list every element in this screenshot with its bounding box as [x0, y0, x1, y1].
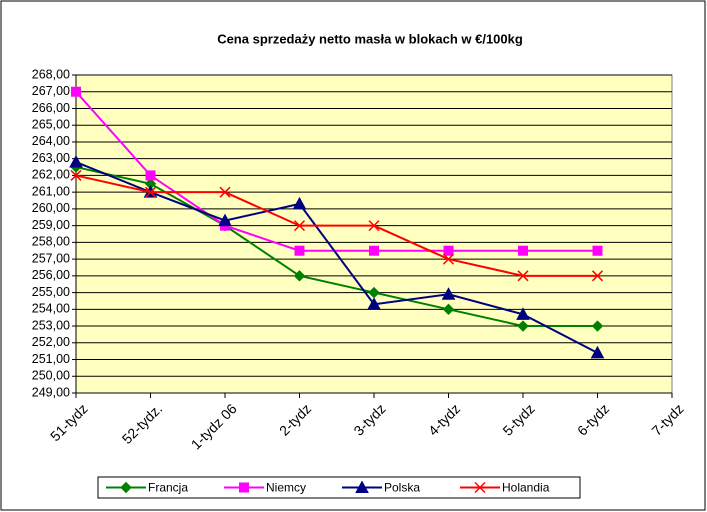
- y-tick-label: 257,00: [32, 251, 70, 265]
- series-line: [75, 174, 598, 277]
- marker: [516, 307, 530, 320]
- y-tick-label: 250,00: [32, 369, 70, 383]
- marker: [69, 154, 83, 168]
- marker: [293, 220, 306, 232]
- y-tick-label: 267,00: [32, 84, 70, 98]
- series-line: [75, 166, 598, 328]
- y-tick-label: 249,00: [32, 385, 70, 399]
- y-tick-label: 260,00: [32, 201, 70, 215]
- y-tick-label: 253,00: [32, 318, 70, 332]
- chart-title: Cena sprzedaży netto masła w blokach w €…: [217, 31, 523, 46]
- marker: [517, 270, 529, 282]
- marker: [591, 320, 604, 332]
- marker: [591, 270, 604, 282]
- legend-label: Polska: [384, 481, 420, 495]
- marker: [239, 482, 249, 493]
- y-tick-label: 254,00: [32, 302, 70, 316]
- series-line: [75, 91, 598, 252]
- legend: Francja Niemcy Polska Holandia: [97, 476, 581, 499]
- marker: [367, 297, 381, 310]
- legend-label: Niemcy: [266, 481, 306, 495]
- y-tick-label: 265,00: [32, 118, 70, 132]
- marker: [144, 186, 157, 198]
- y-tick-label: 261,00: [32, 184, 70, 198]
- marker: [442, 253, 455, 265]
- marker: [120, 481, 132, 494]
- marker: [355, 480, 369, 493]
- marker: [292, 196, 307, 210]
- marker: [70, 169, 82, 181]
- y-tick-label: 258,00: [32, 235, 70, 249]
- y-tick-label: 264,00: [32, 134, 70, 148]
- legend-box: [97, 476, 581, 499]
- marker: [442, 303, 455, 316]
- marker: [293, 270, 306, 282]
- y-tick-label: 262,00: [32, 168, 70, 182]
- marker: [517, 320, 529, 332]
- y-tick-label: 268,00: [32, 67, 70, 81]
- marker: [294, 245, 305, 256]
- marker: [369, 245, 379, 256]
- legend-label: Holandia: [502, 481, 550, 495]
- marker: [474, 481, 486, 494]
- marker: [145, 170, 156, 181]
- series-line: [75, 161, 598, 354]
- marker: [441, 287, 456, 300]
- y-tick-label: 263,00: [32, 151, 70, 165]
- y-tick-label: 255,00: [32, 285, 70, 299]
- marker: [590, 345, 605, 359]
- y-tick-label: 252,00: [32, 335, 70, 349]
- legend-label: Francja: [148, 481, 188, 495]
- marker: [71, 86, 81, 97]
- marker: [592, 245, 603, 256]
- marker: [518, 245, 528, 256]
- y-tick-label: 266,00: [32, 101, 70, 115]
- marker: [218, 213, 232, 227]
- marker: [443, 245, 454, 256]
- y-tick-label: 251,00: [32, 352, 70, 366]
- y-tick-label: 256,00: [32, 268, 70, 282]
- y-tick-label: 259,00: [32, 218, 70, 232]
- marker: [368, 220, 380, 232]
- marker: [219, 186, 231, 198]
